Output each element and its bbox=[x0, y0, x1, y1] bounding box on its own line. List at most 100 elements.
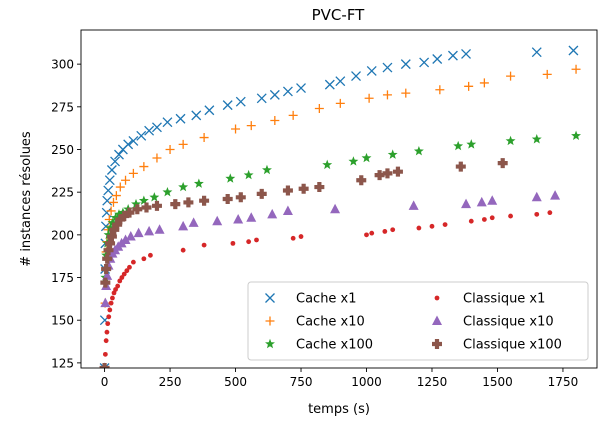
data-point bbox=[298, 183, 309, 194]
data-point bbox=[392, 166, 403, 177]
data-point bbox=[351, 71, 361, 82]
data-point bbox=[254, 237, 259, 243]
legend-entry: Classique x10 bbox=[432, 315, 554, 330]
data-point bbox=[290, 235, 296, 241]
data-point bbox=[108, 197, 118, 207]
data-point bbox=[108, 300, 114, 306]
data-point bbox=[149, 192, 160, 202]
data-point bbox=[282, 205, 293, 215]
data-point bbox=[103, 245, 114, 256]
data-point bbox=[401, 88, 411, 98]
data-point bbox=[256, 188, 267, 199]
data-point bbox=[225, 173, 236, 183]
data-point bbox=[364, 93, 374, 103]
legend-marker bbox=[432, 339, 442, 349]
data-point bbox=[170, 199, 181, 210]
data-point bbox=[282, 185, 293, 196]
legend: Cache x1 Cache x10 Cache x100 Classique x1 C… bbox=[247, 281, 589, 361]
data-point bbox=[127, 264, 132, 270]
data-point bbox=[115, 283, 121, 289]
y-tick-label: 150 bbox=[51, 314, 74, 328]
data-point bbox=[151, 122, 162, 133]
data-point bbox=[356, 175, 367, 186]
data-point bbox=[128, 168, 138, 178]
data-point bbox=[322, 159, 333, 170]
legend-label: Classique x10 bbox=[463, 315, 554, 330]
x-tick-label: 1250 bbox=[417, 375, 448, 389]
data-point bbox=[103, 338, 109, 344]
x-tick-label: 750 bbox=[290, 375, 313, 389]
data-point bbox=[408, 200, 419, 210]
legend-marker bbox=[265, 293, 275, 303]
data-point bbox=[464, 81, 474, 91]
data-point bbox=[191, 110, 202, 121]
data-point bbox=[106, 231, 117, 242]
data-point bbox=[112, 219, 123, 230]
data-point bbox=[178, 220, 189, 231]
data-point bbox=[183, 197, 194, 208]
data-point bbox=[110, 212, 121, 222]
data-point bbox=[481, 217, 487, 222]
data-point bbox=[348, 156, 359, 166]
data-point bbox=[476, 196, 487, 207]
series-classique-x1 bbox=[102, 210, 553, 368]
data-point bbox=[487, 195, 498, 205]
data-point bbox=[106, 206, 116, 216]
x-tick-label: 1750 bbox=[548, 375, 579, 389]
data-point bbox=[141, 256, 147, 262]
data-point bbox=[568, 45, 579, 56]
legend-label: Cache x100 bbox=[296, 338, 373, 353]
data-point bbox=[455, 161, 466, 172]
series-classique-x100 bbox=[99, 158, 508, 368]
data-point bbox=[571, 130, 581, 141]
data-point bbox=[104, 329, 110, 335]
data-point bbox=[314, 104, 324, 114]
data-point bbox=[246, 212, 257, 222]
data-point bbox=[364, 232, 369, 238]
data-point bbox=[104, 175, 115, 186]
data-point bbox=[99, 363, 110, 368]
data-point bbox=[314, 182, 325, 193]
data-point bbox=[100, 277, 111, 288]
data-point bbox=[468, 218, 474, 224]
plot-frame bbox=[80, 29, 598, 369]
y-axis-label: # instances résolues bbox=[19, 131, 34, 267]
legend-label: Classique x100 bbox=[463, 338, 562, 353]
data-point bbox=[330, 203, 341, 214]
data-point bbox=[165, 144, 175, 154]
data-point bbox=[382, 90, 392, 100]
data-point bbox=[335, 98, 345, 108]
x-tick-label: 0 bbox=[101, 375, 109, 389]
data-point bbox=[508, 213, 513, 219]
data-point bbox=[204, 105, 215, 116]
data-point bbox=[246, 121, 256, 131]
data-point bbox=[102, 195, 113, 206]
data-point bbox=[542, 69, 552, 79]
data-point bbox=[256, 93, 267, 104]
legend-label: Cache x1 bbox=[296, 292, 357, 307]
data-point bbox=[201, 242, 207, 248]
data-point bbox=[162, 117, 173, 128]
legend-entry: Classique x100 bbox=[432, 338, 562, 353]
data-point bbox=[105, 222, 116, 233]
y-axis: 125 150 175 200 225 250 275 300 bbox=[51, 58, 81, 370]
x-tick-label: 250 bbox=[159, 375, 182, 389]
data-point bbox=[144, 225, 155, 236]
data-point bbox=[114, 209, 124, 219]
y-tick-label: 300 bbox=[51, 58, 74, 72]
data-point bbox=[447, 50, 458, 61]
data-point bbox=[374, 170, 385, 181]
data-point bbox=[107, 217, 118, 228]
data-point bbox=[136, 130, 147, 141]
data-point bbox=[231, 124, 241, 134]
data-point bbox=[111, 191, 121, 201]
data-point bbox=[125, 231, 136, 241]
data-point bbox=[148, 252, 153, 258]
data-point bbox=[121, 175, 131, 185]
legend-box bbox=[247, 281, 589, 361]
data-point bbox=[119, 275, 125, 280]
data-point bbox=[114, 149, 124, 160]
data-point bbox=[124, 268, 130, 274]
data-point bbox=[130, 259, 136, 265]
data-point bbox=[235, 96, 246, 107]
